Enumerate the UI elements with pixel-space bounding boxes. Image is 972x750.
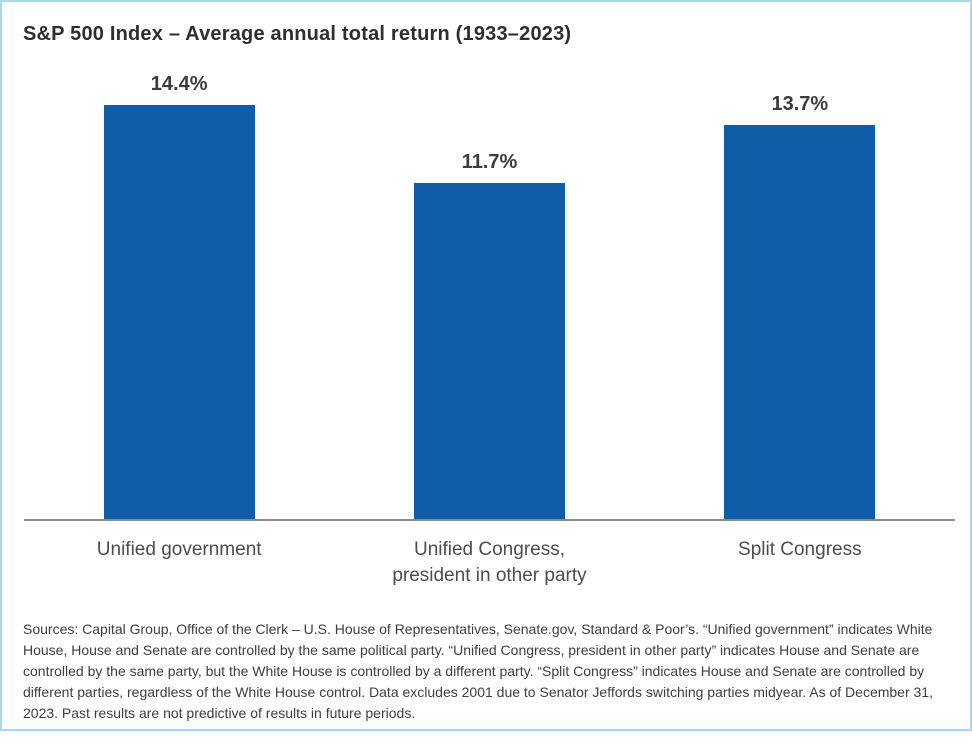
- bar: [103, 105, 255, 519]
- bar-value-label: 11.7%: [461, 151, 518, 173]
- bar-column: 14.4%: [24, 73, 334, 519]
- x-axis-line: [24, 519, 955, 521]
- category-axis-labels: Unified government Unified Congress, pres…: [24, 521, 955, 589]
- category-label: Split Congress: [738, 539, 862, 560]
- bar-value-label: 13.7%: [771, 93, 829, 115]
- bar-column: 11.7%: [334, 151, 644, 519]
- source-footnote: Sources: Capital Group, Office of the Cl…: [23, 621, 933, 721]
- bar-value-label: 14.4%: [150, 73, 208, 95]
- bars-area: 14.4% 11.7% 13.7%: [24, 70, 955, 519]
- category-label: Unified government: [96, 539, 262, 560]
- bar-column: 13.7%: [645, 93, 955, 519]
- bar: [413, 183, 565, 519]
- category-label: Unified Congress, president in other par…: [392, 539, 587, 586]
- bar-chart: 14.4% 11.7% 13.7% Unified government Unifie…: [24, 70, 955, 589]
- bar: [724, 125, 876, 519]
- chart-title: S&P 500 Index – Average annual total ret…: [23, 23, 572, 45]
- chart-card: S&P 500 Index – Average annual total ret…: [2, 23, 970, 750]
